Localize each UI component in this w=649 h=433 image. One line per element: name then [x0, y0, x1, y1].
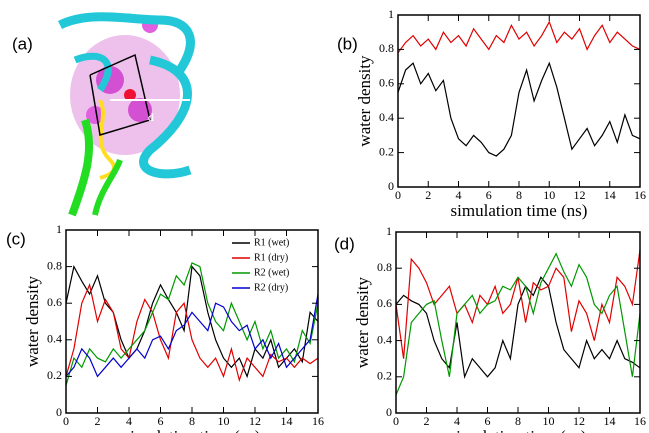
x-tick-label: 16 — [312, 414, 324, 428]
x-axis-label: simulation time (ns) — [451, 201, 588, 220]
x-tick-label: 8 — [189, 414, 195, 428]
y-tick-label: 0.4 — [377, 332, 392, 346]
x-tick-label: 14 — [281, 414, 293, 428]
x-tick-label: 4 — [454, 414, 460, 428]
x-axis-label: simulation time (ns) — [124, 427, 261, 433]
x-tick-label: 2 — [424, 414, 430, 428]
y-tick-label: 0.8 — [379, 41, 394, 55]
data-line — [65, 293, 319, 378]
plot-frame — [395, 231, 641, 414]
water — [124, 89, 136, 101]
x-tick-label: 0 — [395, 188, 401, 202]
y-tick-label: 0.4 — [47, 332, 62, 346]
data-line — [397, 61, 641, 157]
legend-label: R1 (wet) — [254, 237, 289, 248]
y-tick-label: 1 — [56, 222, 62, 236]
data-line — [395, 252, 641, 396]
x-tick-label: 14 — [604, 188, 616, 202]
data-line — [65, 262, 319, 386]
y-tick-label: 0.6 — [47, 295, 62, 309]
x-tick-label: 14 — [604, 414, 616, 428]
y-tick-label: 0.8 — [47, 258, 62, 272]
y-tick-label: 0.2 — [47, 368, 62, 382]
y-tick-label: 0.2 — [379, 144, 394, 158]
panel-label: (a) — [12, 34, 33, 53]
x-tick-label: 12 — [574, 188, 586, 202]
helix — [57, 12, 195, 73]
panel-label: (b) — [337, 34, 358, 53]
x-tick-label: 10 — [543, 188, 555, 202]
x-tick-label: 4 — [456, 188, 462, 202]
x-tick-label: 10 — [543, 414, 555, 428]
x-tick-label: 2 — [95, 414, 101, 428]
x-tick-label: 4 — [126, 414, 132, 428]
y-tick-label: 0.6 — [377, 296, 392, 310]
data-line — [395, 276, 641, 380]
panel-label: (c) — [6, 229, 26, 248]
x-tick-label: 10 — [218, 414, 230, 428]
ligand — [98, 99, 117, 180]
x-axis-label: simulation time (ns) — [450, 427, 587, 433]
y-tick-label: 0 — [386, 405, 392, 419]
x-tick-label: 8 — [516, 188, 522, 202]
y-axis-label: water density — [23, 275, 42, 367]
strand — [68, 118, 94, 217]
x-tick-label: 16 — [634, 414, 646, 428]
data-line — [65, 282, 319, 383]
x-tick-label: 6 — [485, 414, 491, 428]
x-tick-label: 12 — [249, 414, 261, 428]
strand — [92, 158, 123, 216]
x-tick-label: 8 — [515, 414, 521, 428]
x-tick-label: 0 — [393, 414, 399, 428]
data-line — [397, 20, 641, 54]
data-line — [65, 264, 319, 379]
y-tick-label: 0 — [388, 179, 394, 193]
x-tick-label: 12 — [573, 414, 585, 428]
helix — [73, 52, 112, 92]
y-tick-label: 0.6 — [379, 76, 394, 90]
y-tick-label: 0 — [56, 405, 62, 419]
residue — [86, 106, 104, 124]
annotation: d — [148, 110, 154, 124]
y-tick-label: 0.4 — [379, 110, 394, 124]
x-tick-label: 6 — [158, 414, 164, 428]
x-tick-label: 0 — [63, 414, 69, 428]
y-tick-label: 1 — [388, 7, 394, 21]
plot-frame — [397, 14, 641, 188]
y-axis-label: water density — [353, 276, 372, 368]
frame — [89, 53, 151, 136]
x-tick-label: 6 — [486, 188, 492, 202]
helix — [139, 55, 192, 179]
y-tick-label: 1 — [386, 224, 392, 238]
x-tick-label: 2 — [425, 188, 431, 202]
legend-label: R1 (dry) — [254, 252, 288, 263]
panel-label: (d) — [334, 234, 355, 253]
y-tick-label: 0.2 — [377, 369, 392, 383]
y-axis-label: water density — [355, 55, 374, 147]
x-tick-label: 16 — [634, 188, 646, 202]
legend-label: R2 (wet) — [254, 267, 289, 278]
legend-label: R2 (dry) — [254, 282, 288, 293]
y-tick-label: 0.8 — [377, 260, 392, 274]
molecule-image: d (a) — [12, 12, 195, 217]
